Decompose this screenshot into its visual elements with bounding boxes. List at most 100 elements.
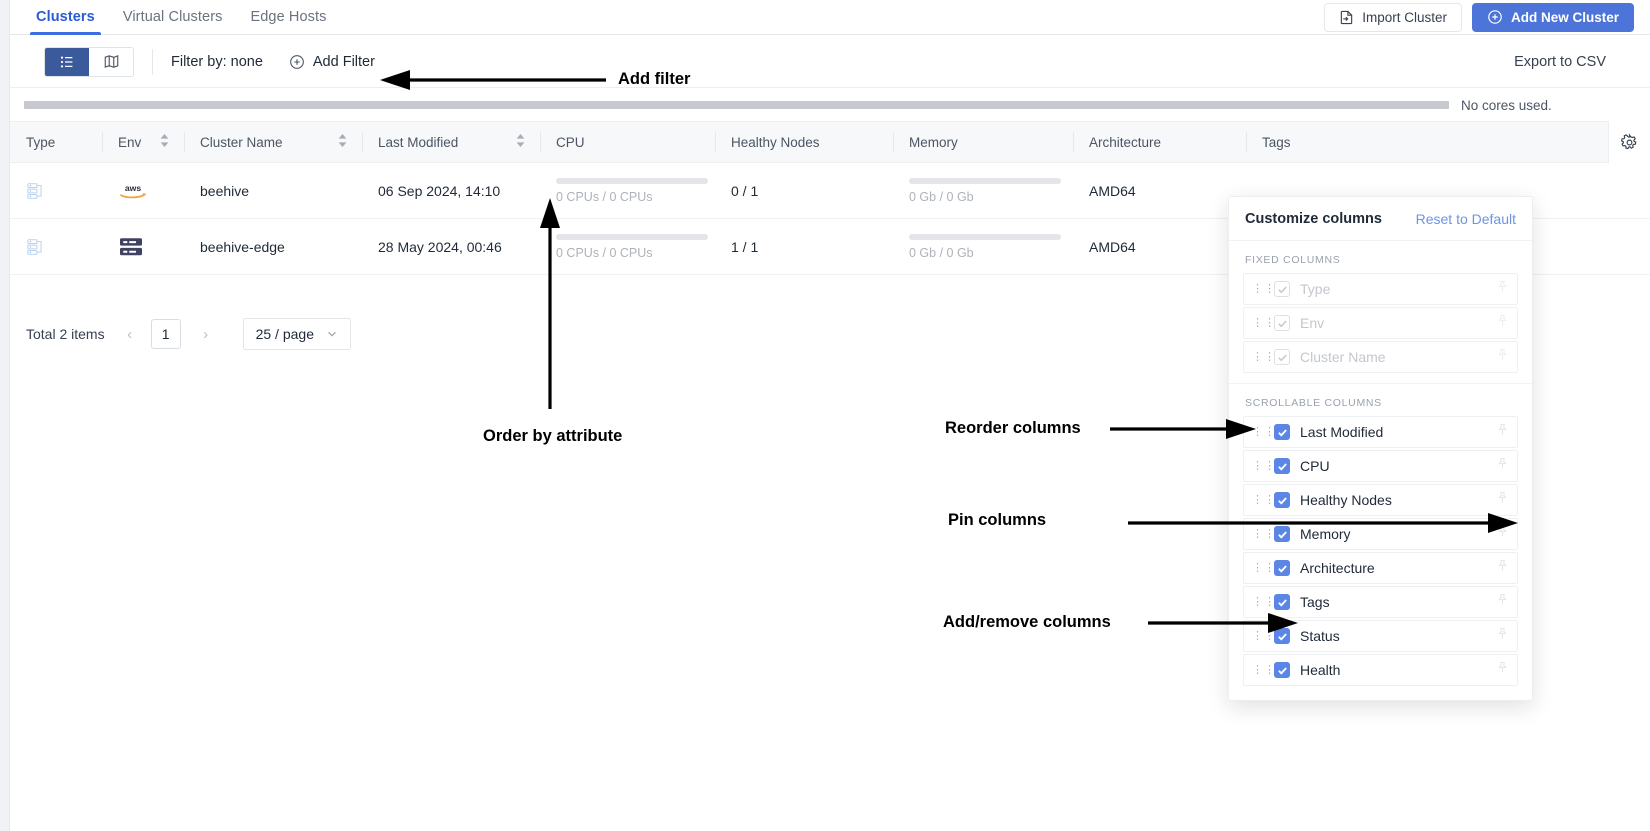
filter-by-value: none bbox=[230, 53, 263, 70]
import-cluster-button[interactable]: Import Cluster bbox=[1324, 2, 1462, 32]
next-page-button[interactable]: › bbox=[203, 325, 209, 343]
per-page-select[interactable]: 25 / page bbox=[242, 318, 351, 350]
sort-toggle-icon[interactable] bbox=[337, 133, 348, 151]
drag-handle-icon[interactable]: ⋮⋮ bbox=[1252, 426, 1276, 438]
drag-handle-icon[interactable]: ⋮⋮ bbox=[1252, 351, 1276, 363]
column-header-label: Tags bbox=[1262, 134, 1291, 150]
drag-handle-icon[interactable]: ⋮⋮ bbox=[1252, 283, 1276, 295]
column-header-last-modified[interactable]: Last Modified bbox=[362, 121, 540, 163]
column-header-env[interactable]: Env bbox=[102, 121, 184, 163]
drag-handle-icon[interactable]: ⋮⋮ bbox=[1252, 630, 1276, 642]
tab-edge-hosts-label: Edge Hosts bbox=[250, 9, 327, 25]
tab-virtual-clusters[interactable]: Virtual Clusters bbox=[109, 0, 237, 35]
view-mode-toggle bbox=[44, 46, 134, 77]
column-option-health[interactable]: ⋮⋮ Health bbox=[1243, 654, 1518, 686]
pin-column-icon bbox=[1496, 348, 1509, 366]
drag-handle-icon[interactable]: ⋮⋮ bbox=[1252, 317, 1276, 329]
column-option-label: CPU bbox=[1300, 458, 1330, 474]
usage-text: 0 CPUs / 0 CPUs bbox=[556, 245, 653, 260]
sort-toggle-icon[interactable] bbox=[515, 133, 526, 151]
memory-cell: 0 Gb / 0 Gb bbox=[893, 163, 1073, 219]
pin-column-icon[interactable] bbox=[1496, 627, 1509, 645]
page-number-1[interactable]: 1 bbox=[150, 319, 181, 349]
column-header-tags[interactable]: Tags bbox=[1246, 121, 1490, 163]
customize-columns-gear-button[interactable] bbox=[1608, 121, 1650, 163]
column-option-label: Architecture bbox=[1300, 560, 1375, 576]
healthy-nodes-cell: 0 / 1 bbox=[731, 182, 759, 199]
column-header-architecture[interactable]: Architecture bbox=[1073, 121, 1246, 163]
gear-icon bbox=[1620, 132, 1639, 152]
list-view-button[interactable] bbox=[45, 47, 89, 76]
drag-handle-icon[interactable]: ⋮⋮ bbox=[1252, 528, 1276, 540]
column-option-healthy-nodes[interactable]: ⋮⋮ Healthy Nodes bbox=[1243, 484, 1518, 516]
list-icon bbox=[59, 54, 75, 70]
column-option-type[interactable]: ⋮⋮ Type bbox=[1243, 273, 1518, 305]
drag-handle-icon[interactable]: ⋮⋮ bbox=[1252, 460, 1276, 472]
column-checkbox-health[interactable] bbox=[1274, 662, 1290, 678]
column-option-tags[interactable]: ⋮⋮ Tags bbox=[1243, 586, 1518, 618]
add-filter-label: Add Filter bbox=[312, 53, 375, 70]
export-to-csv-button[interactable]: Export to CSV bbox=[1504, 47, 1616, 76]
column-option-last-modified[interactable]: ⋮⋮ Last Modified bbox=[1243, 416, 1518, 448]
add-filter-button[interactable]: Add Filter bbox=[276, 46, 387, 77]
column-option-cpu[interactable]: ⋮⋮ CPU bbox=[1243, 450, 1518, 482]
cluster-type-icon bbox=[10, 163, 102, 219]
cluster-type-icon bbox=[10, 219, 102, 275]
column-header-healthy-nodes[interactable]: Healthy Nodes bbox=[715, 121, 893, 163]
fixed-columns-list: ⋮⋮ Type ⋮⋮ Env ⋮⋮ Cluster Name bbox=[1229, 273, 1532, 373]
add-new-cluster-button[interactable]: Add New Cluster bbox=[1471, 2, 1634, 32]
drag-handle-icon[interactable]: ⋮⋮ bbox=[1252, 562, 1276, 574]
pin-column-icon[interactable] bbox=[1496, 491, 1509, 509]
reset-to-default-button[interactable]: Reset to Default bbox=[1415, 211, 1516, 227]
customize-columns-panel: Customize columns Reset to Default FIXED… bbox=[1228, 196, 1533, 701]
map-view-button[interactable] bbox=[89, 47, 133, 76]
usage-text: 0 Gb / 0 Gb bbox=[909, 189, 974, 204]
drag-handle-icon[interactable]: ⋮⋮ bbox=[1252, 596, 1276, 608]
usage-text: 0 Gb / 0 Gb bbox=[909, 245, 974, 260]
sort-toggle-icon[interactable] bbox=[159, 133, 170, 151]
usage-bar bbox=[909, 177, 1061, 184]
top-navigation-bar: Clusters Virtual Clusters Edge Hosts Imp… bbox=[10, 0, 1650, 35]
pin-column-icon[interactable] bbox=[1496, 423, 1509, 441]
drag-handle-icon[interactable]: ⋮⋮ bbox=[1252, 494, 1276, 506]
column-header-type[interactable]: Type bbox=[10, 121, 102, 163]
annotation-label-add-filter: Add filter bbox=[618, 70, 691, 88]
tab-edge-hosts[interactable]: Edge Hosts bbox=[236, 0, 340, 35]
column-checkbox-cpu[interactable] bbox=[1274, 458, 1290, 474]
column-header-cluster-name[interactable]: Cluster Name bbox=[184, 121, 362, 163]
column-header-cpu[interactable]: CPU bbox=[540, 121, 715, 163]
column-option-architecture[interactable]: ⋮⋮ Architecture bbox=[1243, 552, 1518, 584]
pin-column-icon[interactable] bbox=[1496, 593, 1509, 611]
tab-virtual-clusters-label: Virtual Clusters bbox=[122, 9, 223, 25]
cluster-type-icon bbox=[26, 237, 46, 257]
column-checkbox-healthy-nodes[interactable] bbox=[1274, 492, 1290, 508]
column-checkbox-architecture[interactable] bbox=[1274, 560, 1290, 576]
column-option-label: Env bbox=[1300, 315, 1325, 331]
column-option-env[interactable]: ⋮⋮ Env bbox=[1243, 307, 1518, 339]
core-usage-bar bbox=[24, 101, 1449, 109]
annotation-label-order-by-attribute: Order by attribute bbox=[483, 427, 623, 445]
pin-column-icon[interactable] bbox=[1496, 661, 1509, 679]
prev-page-button[interactable]: ‹ bbox=[127, 325, 133, 343]
cpu-cell: 0 CPUs / 0 CPUs bbox=[540, 163, 715, 219]
column-checkbox-cluster-name bbox=[1274, 349, 1290, 365]
column-checkbox-memory[interactable] bbox=[1274, 526, 1290, 542]
column-checkbox-status[interactable] bbox=[1274, 628, 1290, 644]
column-checkbox-tags[interactable] bbox=[1274, 594, 1290, 610]
filter-by-label: Filter by: none bbox=[171, 54, 263, 70]
column-header-memory[interactable]: Memory bbox=[893, 121, 1073, 163]
drag-handle-icon[interactable]: ⋮⋮ bbox=[1252, 664, 1276, 676]
plus-circle-icon bbox=[289, 54, 305, 70]
pin-column-icon bbox=[1496, 280, 1509, 298]
column-checkbox-last-modified[interactable] bbox=[1274, 424, 1290, 440]
edge-host-icon bbox=[102, 219, 184, 275]
pin-column-icon[interactable] bbox=[1496, 559, 1509, 577]
annotation-arrow-add-filter bbox=[380, 70, 606, 90]
core-usage-strip: No cores used. bbox=[10, 89, 1650, 121]
tab-clusters[interactable]: Clusters bbox=[22, 0, 109, 35]
architecture-cell: AMD64 bbox=[1089, 182, 1136, 199]
column-header-label: Type bbox=[26, 134, 56, 150]
column-option-cluster-name[interactable]: ⋮⋮ Cluster Name bbox=[1243, 341, 1518, 373]
left-rail bbox=[0, 0, 10, 831]
pin-column-icon[interactable] bbox=[1496, 457, 1509, 475]
